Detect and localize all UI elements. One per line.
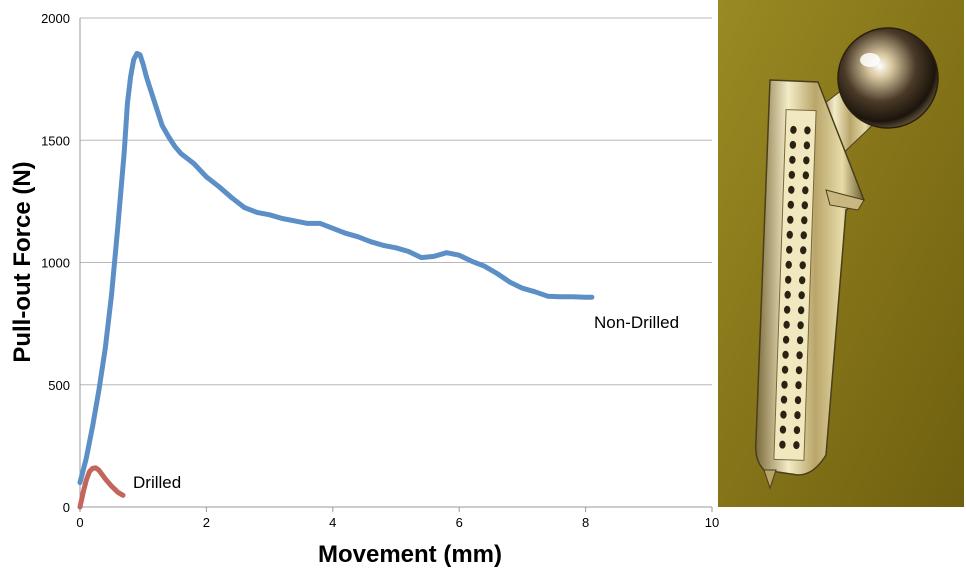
gridlines	[80, 17, 712, 386]
stem-hole	[781, 380, 788, 389]
y-tick-label: 1000	[41, 256, 70, 271]
stem-hole	[799, 261, 806, 270]
stem-hole	[800, 246, 807, 255]
ball-highlight	[860, 53, 880, 67]
x-tick-labels: 0 2 4 6 8 10	[76, 507, 719, 530]
y-tick-labels: 0 500 1000 1500 2000	[41, 11, 70, 515]
stem-hole	[787, 200, 794, 209]
x-tick-label: 0	[76, 515, 83, 530]
stem-hole	[789, 140, 797, 149]
stem-hole	[796, 336, 804, 345]
series-lines	[77, 51, 595, 510]
stem-hole	[782, 350, 789, 359]
stem-hole	[786, 245, 793, 254]
stem-hole	[794, 411, 801, 420]
stem-hole	[780, 410, 787, 419]
series-line-non-drilled	[77, 51, 595, 486]
stem-hole	[785, 260, 792, 269]
stem-hole	[779, 425, 787, 434]
stem-hole	[790, 125, 797, 134]
stem-tip	[763, 469, 777, 490]
stem-hole	[779, 440, 786, 449]
x-tick-label: 6	[456, 515, 463, 530]
stem-hole	[788, 185, 795, 194]
prosthesis-flange	[825, 189, 865, 211]
y-tick-label: 1500	[41, 133, 70, 148]
y-tick-label: 0	[63, 500, 70, 515]
stem-hole	[802, 186, 809, 195]
stem-hole	[804, 126, 811, 135]
hip-prosthesis-photo	[718, 0, 964, 507]
stem-hole	[789, 155, 796, 164]
stem-hole	[801, 216, 808, 225]
y-axis-title: Pull-out Force (N)	[9, 161, 36, 362]
series-label-non-drilled: Non-Drilled	[594, 313, 679, 332]
y-tick-label: 2000	[41, 11, 70, 26]
x-tick-label: 10	[705, 515, 719, 530]
stem-hole	[784, 290, 791, 299]
stem-hole	[783, 305, 791, 314]
stem-hole	[798, 291, 805, 300]
stem-hole	[780, 395, 788, 404]
x-tick-label: 2	[203, 515, 210, 530]
stem-hole	[802, 171, 810, 180]
femoral-head-ball	[837, 27, 939, 129]
stem-hole	[781, 365, 789, 374]
x-tick-label: 8	[582, 515, 589, 530]
stem-hole	[801, 201, 808, 210]
stem-hole	[798, 276, 806, 285]
x-tick-label: 4	[329, 515, 336, 530]
y-tick-label: 500	[48, 378, 70, 393]
series-line-drilled	[77, 465, 126, 510]
stem-hole	[793, 441, 800, 450]
stem-hole	[797, 306, 805, 315]
stem-hole	[793, 426, 801, 435]
stem-hole	[788, 170, 796, 179]
x-axis-title: Movement (mm)	[318, 541, 502, 568]
stem-hole	[786, 230, 793, 239]
stem-hole	[800, 231, 807, 240]
stem-hole	[803, 141, 811, 150]
series-label-drilled: Drilled	[133, 473, 181, 492]
stem-hole	[794, 396, 802, 405]
stem-hole	[782, 335, 790, 344]
stem-hole	[783, 320, 790, 329]
stem-holes	[779, 125, 811, 450]
pullout-chart: 0 500 1000 1500 2000 0 2 4 6 8 10 Movement (mm) P…	[9, 11, 719, 568]
stem-hole	[803, 156, 810, 165]
stem-hole	[787, 215, 794, 224]
stem-hole	[796, 351, 803, 360]
stem-hole	[795, 366, 803, 375]
stem-hole	[797, 321, 804, 330]
stem-hole	[795, 381, 802, 390]
stem-hole	[784, 275, 792, 284]
